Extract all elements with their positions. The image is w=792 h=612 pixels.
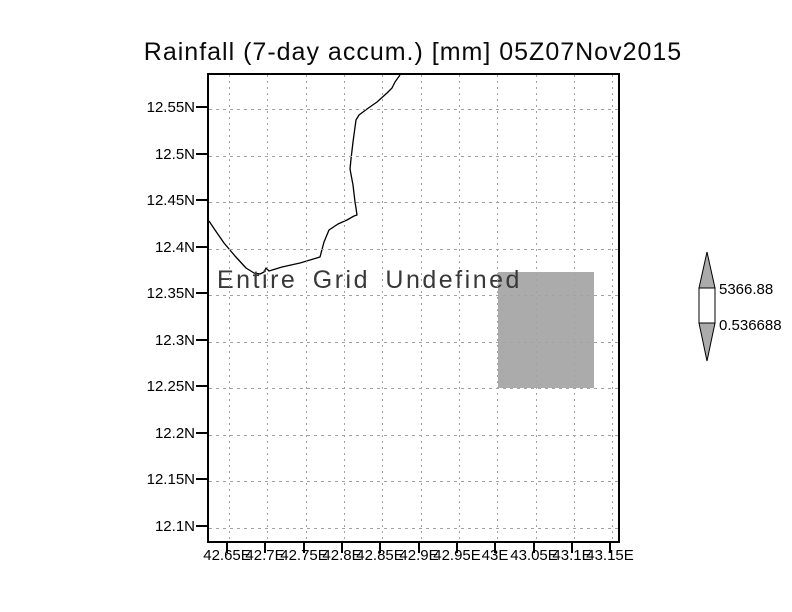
x-tick-mark (226, 543, 228, 553)
y-tick-mark (196, 153, 207, 155)
x-gridline (306, 75, 307, 541)
x-tick-mark (571, 543, 573, 553)
y-tick-label: 12.15N (146, 471, 195, 488)
y-gridline (209, 435, 618, 436)
x-tick-label: 42.95E (433, 547, 481, 564)
y-tick-label: 12.2N (154, 425, 195, 442)
y-tick-mark (196, 385, 207, 387)
x-gridline (229, 75, 230, 541)
colorbar-min-label: 0.536688 (719, 317, 782, 334)
x-tick-label: 43.15E (586, 547, 634, 564)
x-tick-mark (418, 543, 420, 553)
colorbar-up-arrow (698, 251, 716, 289)
y-tick-label: 12.35N (146, 285, 195, 302)
y-tick-mark (196, 478, 207, 480)
x-tick-label: 43E (481, 547, 509, 564)
y-gridline (209, 388, 618, 389)
y-tick-mark (196, 292, 207, 294)
coastline-layer (209, 75, 401, 275)
x-tick-mark (379, 543, 381, 553)
colorbar (698, 251, 716, 362)
y-tick-mark (196, 106, 207, 108)
y-gridline (209, 481, 618, 482)
x-gridline (382, 75, 383, 541)
y-tick-mark (196, 432, 207, 434)
x-tick-label: 42.8E (322, 547, 362, 564)
y-tick-label: 12.25N (146, 378, 195, 395)
x-gridline (536, 75, 537, 541)
y-tick-mark (196, 339, 207, 341)
y-gridline (209, 156, 618, 157)
plot-title: Rainfall (7-day accum.) [mm] 05Z07Nov201… (143, 38, 683, 66)
x-tick-mark (264, 543, 266, 553)
x-tick-mark (456, 543, 458, 553)
y-gridline (209, 342, 618, 343)
x-tick-mark (341, 543, 343, 553)
x-gridline (421, 75, 422, 541)
y-tick-label: 12.3N (154, 332, 195, 349)
x-gridline (459, 75, 460, 541)
x-tick-label: 42.75E (280, 547, 328, 564)
x-tick-mark (533, 543, 535, 553)
x-tick-label: 42.7E (245, 547, 285, 564)
x-tick-label: 43.1E (552, 547, 592, 564)
x-tick-mark (609, 543, 611, 553)
x-gridline (267, 75, 268, 541)
y-tick-mark (196, 246, 207, 248)
y-tick-label: 12.4N (154, 239, 195, 256)
y-tick-label: 12.55N (146, 99, 195, 116)
y-tick-label: 12.5N (154, 146, 195, 163)
x-tick-label: 43.05E (510, 547, 558, 564)
x-tick-label: 42.9E (399, 547, 439, 564)
colorbar-mid-level (698, 287, 716, 324)
y-gridline (209, 295, 618, 296)
y-gridline (209, 249, 618, 250)
entire-grid-undefined-text: Entire Grid Undefined (217, 266, 522, 294)
y-gridline (209, 528, 618, 529)
x-tick-mark (494, 543, 496, 553)
x-gridline (497, 75, 498, 541)
x-gridline (344, 75, 345, 541)
x-gridline (612, 75, 613, 541)
x-tick-label: 42.65E (203, 547, 251, 564)
y-tick-label: 12.1N (154, 518, 195, 535)
x-gridline (574, 75, 575, 541)
y-tick-mark (196, 525, 207, 527)
colorbar-down-arrow (698, 322, 716, 362)
coastline-path (209, 75, 401, 275)
y-gridline (209, 202, 618, 203)
undefined-data-block (498, 272, 594, 388)
colorbar-max-label: 5366.88 (719, 281, 774, 298)
y-gridline (209, 109, 618, 110)
x-tick-mark (303, 543, 305, 553)
y-tick-label: 12.45N (146, 192, 195, 209)
x-tick-label: 42.85E (356, 547, 404, 564)
y-tick-mark (196, 199, 207, 201)
plot-area: Entire Grid Undefined (207, 73, 620, 543)
